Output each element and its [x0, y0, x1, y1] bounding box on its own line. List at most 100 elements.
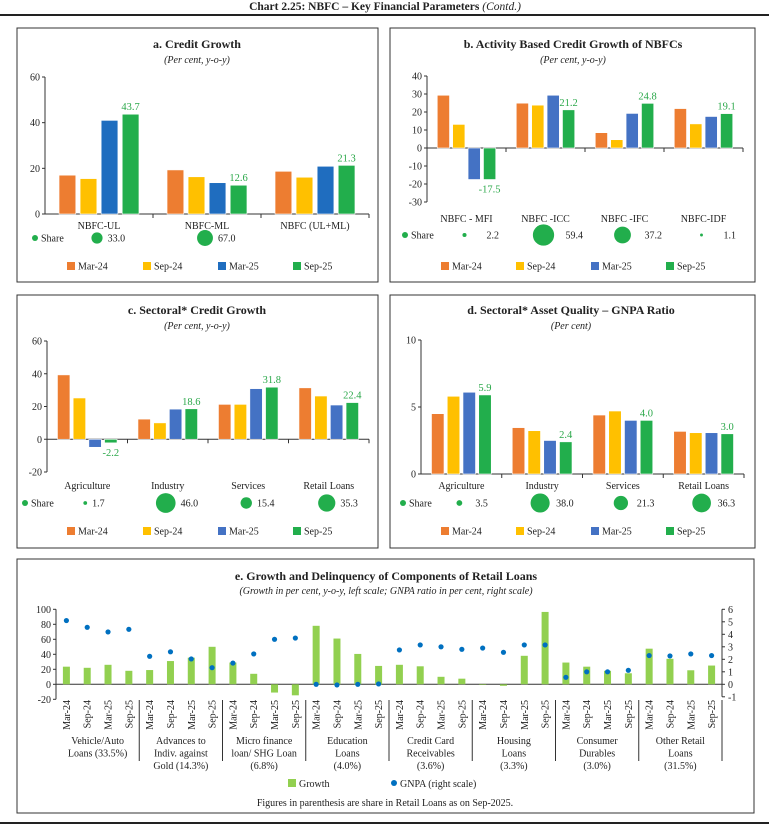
bar-mar-24	[594, 132, 608, 149]
legend-swatch-mar-25	[218, 527, 226, 535]
group-label: Loans	[668, 749, 693, 760]
panel-d-title: d. Sectoral* Asset Quality – GNPA Ratio	[467, 303, 674, 317]
bar-mar-25	[208, 182, 227, 215]
gnpa-dot	[188, 656, 194, 662]
right-y-tick-label: 0	[728, 680, 733, 691]
y-tick-label: 60	[32, 337, 42, 348]
bar-sep-25	[184, 408, 198, 440]
growth-bar	[166, 661, 174, 685]
left-y-tick-label: 0	[46, 680, 51, 691]
period-label: Mar-25	[603, 700, 614, 730]
gnpa-dot	[417, 642, 423, 648]
share-value: 36.3	[718, 499, 736, 510]
gnpa-dot	[438, 644, 444, 650]
period-label: Mar-25	[104, 700, 115, 730]
period-label: Sep-24	[665, 700, 676, 728]
bar-sep-24	[446, 395, 461, 475]
bar-sep-25	[639, 420, 654, 475]
bar-sep-25	[720, 113, 734, 149]
share-bubble	[530, 493, 550, 513]
legend-swatch-mar-25	[591, 262, 599, 270]
legend-label: Mar-25	[229, 527, 259, 538]
share-value: 38.0	[556, 499, 574, 510]
bar-sep-24	[79, 178, 98, 215]
period-label: Mar-25	[353, 700, 364, 730]
share-legend-dot	[400, 500, 406, 506]
share-bubble	[83, 501, 88, 505]
gnpa-dot	[84, 624, 90, 630]
growth-bar	[271, 684, 279, 693]
legend-swatch-sep-24	[143, 262, 151, 270]
data-label: 21.3	[337, 153, 355, 164]
bar-mar-25	[546, 94, 560, 149]
legend-swatch-mar-24	[441, 262, 449, 270]
panel-b-title: b. Activity Based Credit Growth of NBFCs	[464, 37, 683, 51]
period-label: Mar-24	[645, 700, 656, 730]
bar-sep-25	[720, 433, 734, 475]
panel-b-subtitle: (Per cent, y-o-y)	[540, 55, 606, 66]
bar-mar-25	[169, 408, 183, 440]
category-label: Retail Loans	[678, 481, 729, 492]
category-label: Services	[231, 481, 265, 492]
group-label: Receivables	[406, 749, 454, 760]
y-tick-label: -20	[29, 468, 42, 479]
gnpa-dot	[563, 674, 569, 680]
panel-e: e. Growth and Delinquency of Components …	[16, 558, 755, 814]
share-value: 1.7	[92, 499, 105, 510]
gnpa-dot	[542, 642, 548, 648]
period-label: Sep-25	[541, 700, 552, 728]
share-bubble	[155, 493, 176, 513]
share-value: 67.0	[218, 234, 236, 245]
data-label: 5.9	[478, 383, 491, 394]
period-label: Mar-24	[145, 700, 156, 730]
data-label: 22.4	[343, 391, 362, 402]
legend-label: Sep-25	[304, 262, 332, 273]
category-label: Agriculture	[438, 481, 485, 492]
period-label: Mar-24	[62, 700, 73, 730]
y-tick-label: 10	[406, 336, 416, 347]
category-label: NBFC -ICC	[521, 214, 570, 225]
category-label: Industry	[525, 481, 558, 492]
category-label: Agriculture	[64, 481, 111, 492]
bar-sep-24	[187, 176, 206, 215]
share-legend-dot	[22, 500, 28, 506]
legend-swatch-sep-25	[293, 262, 301, 270]
growth-bar	[125, 670, 133, 685]
growth-bar	[62, 666, 70, 685]
growth-bar	[312, 625, 320, 685]
growth-bar	[333, 638, 341, 685]
y-tick-label: 10	[412, 126, 422, 137]
data-label: 2.4	[559, 430, 573, 441]
data-label: 3.0	[721, 422, 734, 433]
gnpa-dot	[271, 636, 278, 642]
group-label: (4.0%)	[334, 761, 362, 772]
gnpa-dot	[708, 652, 715, 659]
legend-swatch-mar-24	[67, 527, 75, 535]
group-label: Education	[327, 736, 368, 747]
panel-d-subtitle: (Per cent)	[551, 321, 592, 332]
share-value: 37.2	[645, 231, 663, 242]
bar-sep-24	[689, 432, 703, 475]
right-y-tick-label: 3	[728, 642, 733, 653]
data-label: 12.6	[229, 173, 247, 184]
period-label: Mar-24	[478, 700, 489, 730]
bar-mar-24	[57, 374, 71, 440]
bar-mar-24	[436, 94, 450, 149]
legend-label: Mar-25	[602, 262, 632, 273]
data-label: 43.7	[121, 102, 139, 113]
gnpa-dot	[230, 660, 236, 666]
gnpa-dot	[521, 642, 527, 648]
growth-bar	[520, 655, 528, 685]
bar-sep-24	[527, 430, 541, 475]
growth-bar	[624, 673, 632, 685]
bar-mar-25	[704, 116, 718, 149]
legend-swatch-mar-25	[591, 527, 599, 535]
growth-bar	[416, 666, 424, 685]
bar-sep-24	[72, 397, 86, 440]
category-label: NBFC-UL	[78, 221, 121, 232]
bar-sep-25	[562, 109, 576, 149]
bar-mar-25	[624, 420, 638, 475]
panel-b: b. Activity Based Credit Growth of NBFCs…	[389, 27, 756, 283]
y-tick-label: 0	[35, 210, 40, 221]
panel-a-title: a. Credit Growth	[153, 37, 241, 51]
